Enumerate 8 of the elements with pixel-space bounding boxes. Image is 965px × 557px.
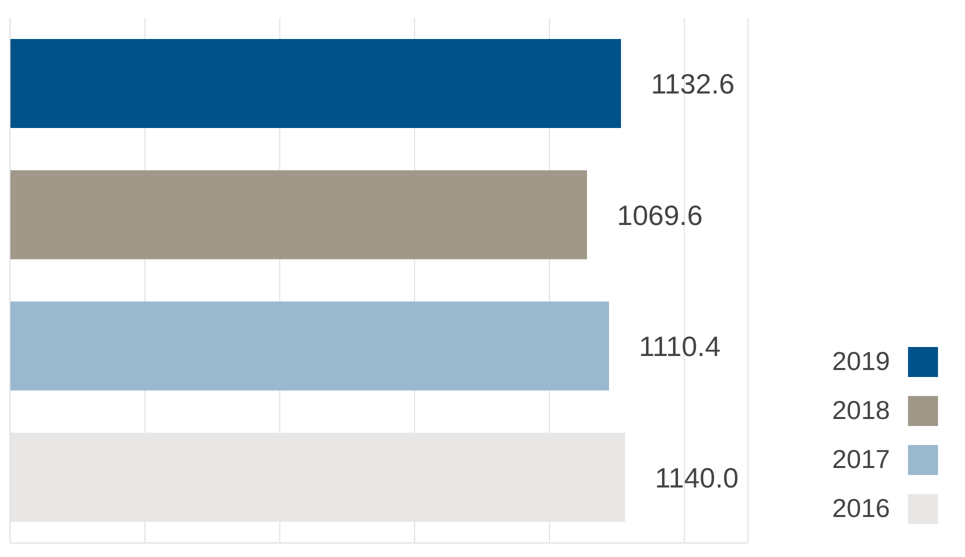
legend-label: 2017: [832, 444, 890, 475]
data-label: 1132.6: [651, 68, 735, 100]
legend-label: 2018: [832, 395, 890, 426]
data-label: 1069.6: [617, 200, 703, 231]
data-label: 1140.0: [655, 462, 739, 494]
legend-label: 2019: [832, 346, 890, 377]
data-label: 1110.4: [639, 331, 721, 362]
legend-label: 2016: [832, 493, 890, 524]
